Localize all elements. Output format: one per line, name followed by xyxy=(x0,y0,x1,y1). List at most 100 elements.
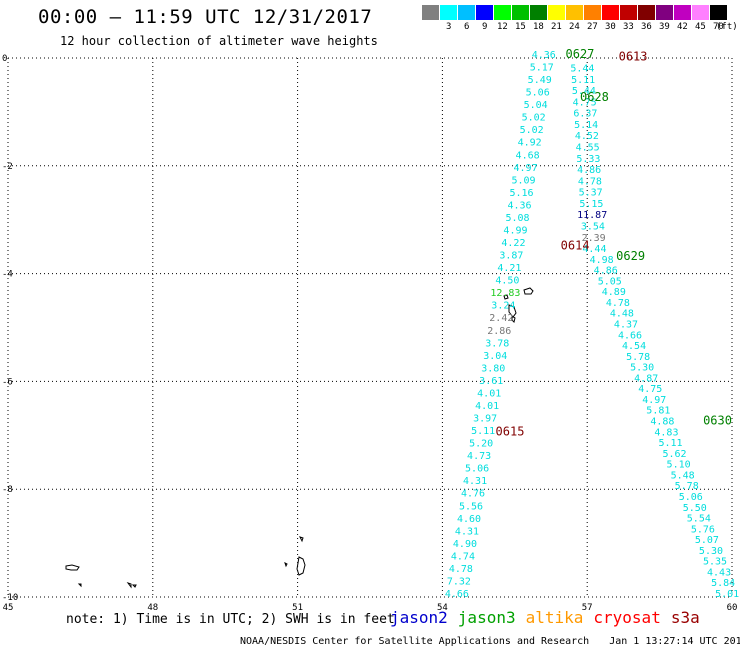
swh-value-label: 4.36 xyxy=(532,50,556,61)
lat-tick-label: -4 xyxy=(2,270,13,280)
swh-value-label: 5.76 xyxy=(691,524,715,535)
swh-value-label: 4.01 xyxy=(475,401,499,412)
lon-tick-label: 60 xyxy=(727,603,738,613)
map-tick-labels: 45 48 51 54 57 60 0 -2 -4 -6 -8 -10 xyxy=(2,54,737,613)
lat-tick-label: -8 xyxy=(2,485,13,495)
legend-swatch xyxy=(530,5,548,20)
swh-value-label: 4.36 xyxy=(507,200,531,211)
swh-value-label: 2.86 xyxy=(487,326,511,337)
legend-swatch xyxy=(440,5,458,20)
swh-value-label: 5.33 xyxy=(576,154,600,165)
swh-value-label: 4.88 xyxy=(650,417,674,428)
legend-label: 15 xyxy=(515,22,526,32)
page-subtitle: 12 hour collection of altimeter wave hei… xyxy=(60,34,378,48)
lon-tick-label: 48 xyxy=(147,603,158,613)
lat-tick-label: 0 xyxy=(2,54,7,64)
legend-label: 27 xyxy=(587,22,598,32)
legend-label: 3 xyxy=(446,22,452,32)
swh-value-label: 4.44 xyxy=(582,244,606,255)
swh-value-label: 5.50 xyxy=(683,503,707,514)
swh-value-label: 5.37 xyxy=(579,188,603,199)
swh-value-label: 5.44 xyxy=(572,86,596,97)
pass-label: 0613 xyxy=(619,50,648,64)
legend-swatch xyxy=(638,5,656,20)
swh-value-label: 3.80 xyxy=(481,363,505,374)
swh-value-label: 5.11 xyxy=(471,426,495,437)
swh-value-label: 2.42 xyxy=(489,313,513,324)
legend-label: 36 xyxy=(641,22,652,32)
swh-value-label: 4.22 xyxy=(501,238,525,249)
swh-value-label: 5.11 xyxy=(658,438,682,449)
legend-swatch xyxy=(566,5,584,20)
lon-tick-label: 57 xyxy=(582,603,593,613)
lon-tick-label: 51 xyxy=(292,603,303,613)
swh-value-label: 5.06 xyxy=(526,88,550,99)
island-outline xyxy=(77,583,82,588)
swh-value-label: 6.37 xyxy=(573,109,597,120)
swh-value-label: 5.78 xyxy=(675,481,699,492)
swh-value-label: 5.49 xyxy=(528,75,552,86)
swh-value-label: 4.83 xyxy=(654,427,678,438)
swh-value-label: 5.11 xyxy=(571,75,595,86)
island-outline xyxy=(296,556,306,576)
legend-label: 12 xyxy=(497,22,508,32)
swh-value-label: 4.01 xyxy=(477,388,501,399)
pass-labels: 0627 0613 0628 0614 0629 0630 0615 xyxy=(496,47,732,438)
satellite-key: jason2 jason3 altika cryosat s3a xyxy=(390,608,710,627)
swh-value-label: 5.04 xyxy=(524,100,548,111)
legend-swatch xyxy=(710,5,728,20)
lon-tick-label: 54 xyxy=(437,603,448,613)
legend-label: 70 xyxy=(713,22,724,32)
legend-label: 30 xyxy=(605,22,616,32)
legend-swatch xyxy=(602,5,620,20)
swh-value-label: 4.55 xyxy=(576,142,600,153)
swh-value-label: 5.06 xyxy=(679,492,703,503)
island-outline xyxy=(284,562,288,568)
swh-value-label: 5.54 xyxy=(687,514,711,525)
island-outline xyxy=(511,315,516,323)
swh-value-label: 5.35 xyxy=(703,557,727,568)
swh-value-label: 4.66 xyxy=(445,589,469,600)
swh-value-label: 4.52 xyxy=(575,131,599,142)
swh-value-label: 4.37 xyxy=(614,320,638,331)
legend-label: 6 xyxy=(464,22,470,32)
satellite-name: s3a xyxy=(670,608,700,627)
swh-value-label: 4.60 xyxy=(457,514,481,525)
swh-value-label: 4.43 xyxy=(707,567,731,578)
swh-value-label: 4.76 xyxy=(461,489,485,500)
swh-value-label: 5.15 xyxy=(579,199,603,210)
legend-swatch xyxy=(620,5,638,20)
swh-value-label: 5.84 xyxy=(711,578,735,589)
swh-value-label: 4.66 xyxy=(618,330,642,341)
swh-value-label: 5.08 xyxy=(505,213,529,224)
swh-value-label: 5.78 xyxy=(626,352,650,363)
legend-swatch xyxy=(656,5,674,20)
legend-label: 39 xyxy=(659,22,670,32)
color-legend xyxy=(422,5,728,20)
swh-value-label: 4.48 xyxy=(610,309,634,320)
legend-label: 9 xyxy=(482,22,488,32)
swh-value-label: 4.31 xyxy=(463,476,487,487)
swh-value-label: 4.50 xyxy=(495,276,519,287)
island-outline xyxy=(523,287,534,295)
pass-label: 0630 xyxy=(703,414,732,428)
island-outline xyxy=(503,294,509,300)
swh-value-label: 4.74 xyxy=(451,551,475,562)
credit-line: NOAA/NESDIS Center for Satellite Applica… xyxy=(240,636,740,647)
legend-swatch xyxy=(692,5,710,20)
swh-value-label: 4.54 xyxy=(622,341,646,352)
swh-value-label: 4.97 xyxy=(642,395,666,406)
island-outline xyxy=(65,564,80,571)
swh-value-label: 5.30 xyxy=(630,363,654,374)
swh-value-label: 3.61 xyxy=(479,376,503,387)
swh-value-label: 3.97 xyxy=(473,414,497,425)
legend-swatch xyxy=(458,5,476,20)
island-outline xyxy=(508,304,517,318)
page-title: 00:00 – 11:59 UTC 12/31/2017 xyxy=(38,6,373,28)
swh-value-label: 5.30 xyxy=(699,546,723,557)
swh-value-label: 5.20 xyxy=(469,439,493,450)
wave-height-tracks: 4.365.175.495.065.045.025.024.924.684.97… xyxy=(445,50,739,600)
swh-value-label: 5.10 xyxy=(667,460,691,471)
pass-label: 0615 xyxy=(496,424,525,438)
